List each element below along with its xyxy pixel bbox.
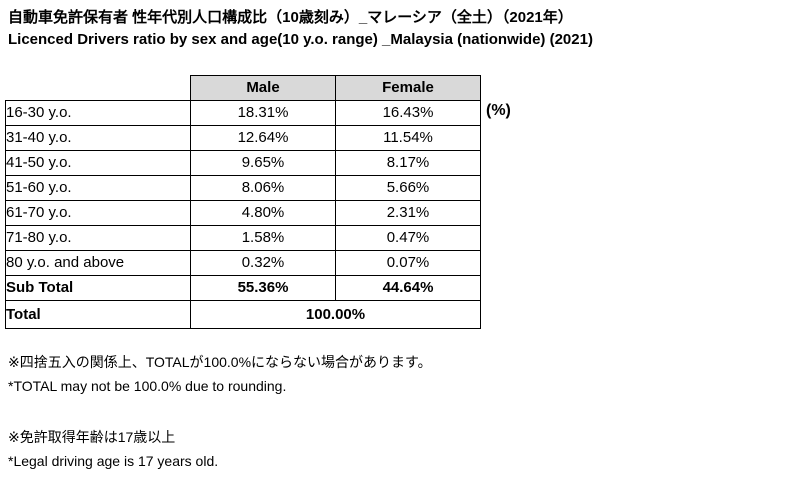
age-label: 51-60 y.o. <box>5 175 191 201</box>
male-value: 8.06% <box>190 175 336 201</box>
total-value: 100.00% <box>190 300 481 329</box>
age-label: 61-70 y.o. <box>5 200 191 226</box>
percent-unit-label: (%) <box>486 102 511 119</box>
male-value: 0.32% <box>190 250 336 276</box>
table-corner-cell <box>6 76 191 101</box>
age-label: 80 y.o. and above <box>5 250 191 276</box>
age-label: 71-80 y.o. <box>5 225 191 251</box>
footnote-rounding-english: *TOTAL may not be 100.0% due to rounding… <box>8 378 287 394</box>
column-header-female: Female <box>335 75 481 101</box>
female-value: 0.47% <box>335 225 481 251</box>
subtotal-female-value: 44.64% <box>335 275 481 301</box>
footnote-driving-age-japanese: ※免許取得年齢は17歳以上 <box>8 429 176 445</box>
male-value: 1.58% <box>190 225 336 251</box>
age-label: 31-40 y.o. <box>5 125 191 151</box>
footnote-driving-age-english: *Legal driving age is 17 years old. <box>8 453 219 469</box>
title-japanese: 自動車免許保有者 性年代別人口構成比（10歳刻み）_マレーシア（全土）（2021… <box>8 9 573 26</box>
male-value: 12.64% <box>190 125 336 151</box>
subtotal-male-value: 55.36% <box>190 275 336 301</box>
table-row: 51-60 y.o. 8.06% 5.66% <box>5 175 481 201</box>
male-value: 4.80% <box>190 200 336 226</box>
table-row: 61-70 y.o. 4.80% 2.31% <box>5 200 481 226</box>
female-value: 5.66% <box>335 175 481 201</box>
title-english: Licenced Drivers ratio by sex and age(10… <box>8 31 593 48</box>
female-value: 0.07% <box>335 250 481 276</box>
table-row: 41-50 y.o. 9.65% 8.17% <box>5 150 481 176</box>
subtotal-row: Sub Total 55.36% 44.64% <box>5 275 481 301</box>
total-label: Total <box>5 300 191 329</box>
female-value: 11.54% <box>335 125 481 151</box>
female-value: 16.43% <box>335 100 481 126</box>
male-value: 9.65% <box>190 150 336 176</box>
column-header-male: Male <box>190 75 336 101</box>
table-row: 16-30 y.o. 18.31% 16.43% <box>5 100 481 126</box>
age-label: 16-30 y.o. <box>5 100 191 126</box>
table-row: 31-40 y.o. 12.64% 11.54% <box>5 125 481 151</box>
subtotal-label: Sub Total <box>5 275 191 301</box>
table-row: 80 y.o. and above 0.32% 0.07% <box>5 250 481 276</box>
footnote-rounding-japanese: ※四捨五入の関係上、TOTALが100.0%にならない場合があります。 <box>8 354 432 370</box>
table-row: 71-80 y.o. 1.58% 0.47% <box>5 225 481 251</box>
female-value: 2.31% <box>335 200 481 226</box>
male-value: 18.31% <box>190 100 336 126</box>
age-label: 41-50 y.o. <box>5 150 191 176</box>
table-header-row: Male Female <box>6 75 481 101</box>
total-row: Total 100.00% <box>5 300 481 329</box>
female-value: 8.17% <box>335 150 481 176</box>
drivers-ratio-table: Male Female 16-30 y.o. 18.31% 16.43% 31-… <box>5 75 481 329</box>
